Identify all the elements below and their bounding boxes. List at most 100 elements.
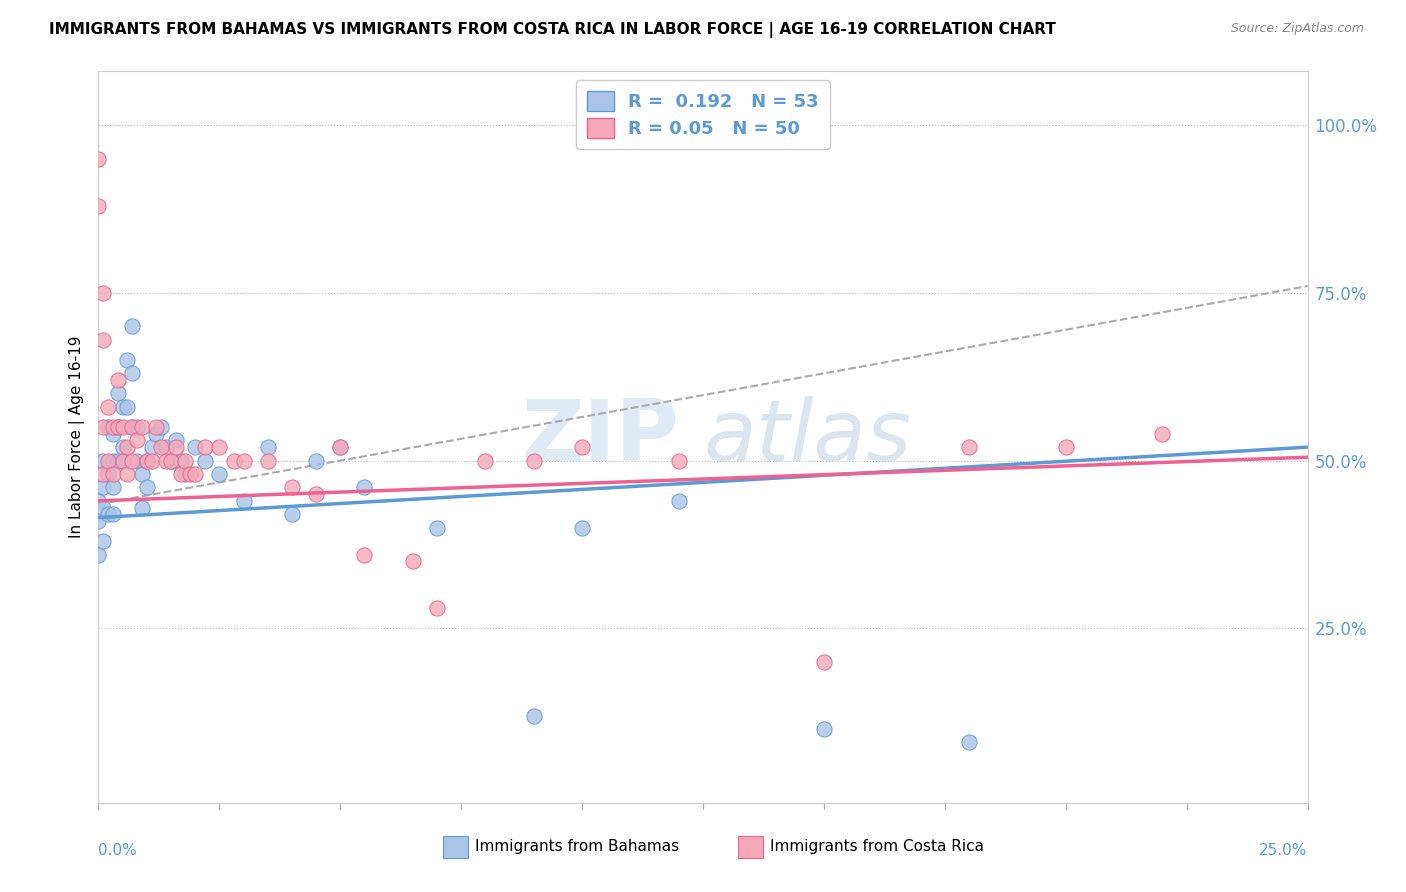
Point [305,487,328,501]
Point [121,420,143,434]
Point [165,440,187,454]
Point [101,480,124,494]
Point [87,514,110,528]
Point [91,500,114,515]
Point [121,367,143,381]
Text: 0.0%: 0.0% [98,843,138,858]
Point [957,440,980,454]
Point [305,453,328,467]
Point [111,400,134,414]
Point [91,480,114,494]
Text: Source: ZipAtlas.com: Source: ZipAtlas.com [1230,22,1364,36]
Point [117,352,139,367]
Point [169,467,191,481]
Point [232,493,254,508]
Text: ZIP: ZIP [522,395,679,479]
Point [155,440,177,454]
Point [97,508,120,522]
Point [813,655,835,669]
Point [91,453,114,467]
Point [169,453,191,467]
Point [813,722,835,736]
Point [329,440,352,454]
Point [353,548,375,562]
Point [281,480,304,494]
Point [101,467,124,481]
Point [107,420,129,434]
Point [145,426,167,441]
Point [184,467,207,481]
Text: Immigrants from Costa Rica: Immigrants from Costa Rica [770,839,984,854]
Point [117,467,139,481]
Point [101,426,124,441]
Point [150,440,173,454]
Point [121,420,143,434]
Point [135,480,157,494]
Text: Immigrants from Bahamas: Immigrants from Bahamas [475,839,679,854]
Point [155,453,177,467]
Point [1054,440,1077,454]
Point [141,440,163,454]
Point [194,440,217,454]
Point [426,601,449,615]
Point [232,453,254,467]
Point [107,386,129,401]
Point [91,285,114,300]
Point [107,420,129,434]
Point [91,467,114,481]
Point [141,453,163,467]
Point [194,453,217,467]
Point [127,453,149,467]
Point [957,735,980,749]
Point [87,493,110,508]
Point [353,480,375,494]
Text: atlas: atlas [703,395,911,479]
Point [107,373,129,387]
Point [135,453,157,467]
Point [222,453,245,467]
Point [91,420,114,434]
Point [127,420,149,434]
Point [97,400,120,414]
Point [127,434,149,448]
Text: IMMIGRANTS FROM BAHAMAS VS IMMIGRANTS FROM COSTA RICA IN LABOR FORCE | AGE 16-19: IMMIGRANTS FROM BAHAMAS VS IMMIGRANTS FR… [49,22,1056,38]
Point [121,319,143,334]
Point [87,152,110,166]
Point [101,508,124,522]
Point [571,521,593,535]
Point [426,521,449,535]
Point [111,440,134,454]
Point [174,467,197,481]
Point [87,198,110,212]
Point [160,453,183,467]
Y-axis label: In Labor Force | Age 16-19: In Labor Force | Age 16-19 [69,335,84,539]
Point [97,420,120,434]
Point [474,453,496,467]
Point [329,440,352,454]
Point [281,508,304,522]
Point [179,467,201,481]
Point [117,440,139,454]
Point [91,534,114,549]
Point [208,467,231,481]
Point [121,453,143,467]
Point [145,420,167,434]
Point [208,440,231,454]
Point [668,453,690,467]
Point [97,467,120,481]
Point [87,548,110,562]
Point [256,440,278,454]
Point [1152,426,1174,441]
Point [184,440,207,454]
Point [402,554,425,568]
Point [111,453,134,467]
Point [131,420,153,434]
Point [101,420,124,434]
Point [101,453,124,467]
Point [117,400,139,414]
Point [111,420,134,434]
Point [523,708,546,723]
Legend: R =  0.192   N = 53, R = 0.05   N = 50: R = 0.192 N = 53, R = 0.05 N = 50 [576,80,830,149]
Text: 25.0%: 25.0% [1260,843,1308,858]
Point [160,453,183,467]
